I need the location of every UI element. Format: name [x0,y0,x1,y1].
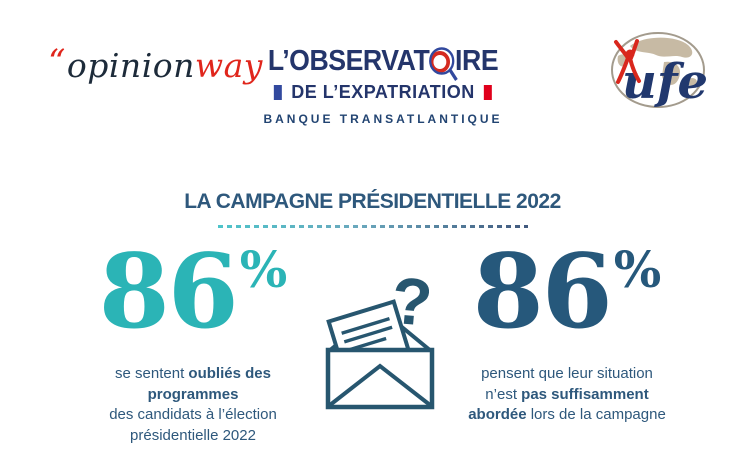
stat-right-line1: pensent que leur situation [481,365,653,382]
opinionway-quote-mark: “ [48,42,66,82]
envelope-fold [328,363,432,407]
stat-left: 86% se sentent oubliés des programmes de… [68,240,318,446]
stat-left-description: se sentent oubliés des programmes des ca… [68,364,318,446]
magnifier-icon [428,47,459,82]
stat-right-percent-sign: % [613,240,662,299]
title-dashed-underline [218,225,528,228]
opinionway-logo: “opinionway [48,42,263,86]
question-mark-glyph: ? [388,263,435,340]
page-title: LA CAMPAGNE PRÉSIDENTIELLE 2022 [184,190,561,213]
observatoire-subtitle: DE L’EXPATRIATION [291,82,475,102]
stat-left-percent-sign: % [239,240,288,299]
envelope-body [325,347,435,410]
observatoire-tagline: BANQUE TRANSATLANTIQUE [263,112,503,126]
opinionway-text-way: way [194,46,263,85]
observatoire-title: L’OBSERVAT IRE [267,45,499,82]
stat-right-line2-bold: pas suffisamment [521,385,649,403]
observatoire-title-suffix: IRE [455,45,499,77]
stat-left-line3: présidentielle 2022 [130,426,256,444]
stat-right-description: pensent que leur situation n’est pas suf… [442,364,692,426]
blue-square-icon [274,85,283,100]
stat-right-value: 86% [442,240,692,356]
stat-right-line3-bold: abordée [468,406,527,423]
stat-left-line1-regular: se sentent [115,365,189,382]
stat-right-line2-regular: n’est [485,385,522,403]
person-figure-icon [614,39,641,84]
observatoire-logo: L’OBSERVAT IRE DE L’EXPATRIATION BANQUE … [258,45,508,126]
opinionway-text-opinion: opinion [66,46,195,85]
stat-left-number: 86 [98,232,239,352]
stat-left-value: 86% [68,240,318,356]
ufe-wordmark: ufe [622,54,706,110]
ufe-logo: ufe [604,30,708,114]
observatoire-title-prefix: L’OBSERVAT [267,45,430,77]
red-square-icon [483,85,492,100]
stat-left-line1-bold: oubliés des programmes [147,365,271,403]
observatoire-subtitle-row: DE L’EXPATRIATION [258,82,508,103]
stat-right: 86% pensent que leur situation n’est pas… [442,240,692,426]
stat-left-line2: des candidats à l’élection [109,406,277,423]
stat-right-number: 86 [472,232,613,352]
envelope-letter-icon: ? [318,252,442,412]
stat-right-line3-regular: lors de la campagne [526,406,666,423]
